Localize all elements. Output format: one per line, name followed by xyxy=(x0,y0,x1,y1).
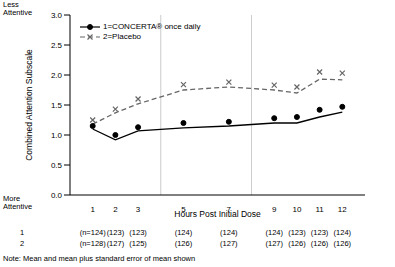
svg-text:1.0: 1.0 xyxy=(51,131,63,140)
svg-text:1.5: 1.5 xyxy=(51,101,63,110)
svg-text:1: 1 xyxy=(90,205,95,214)
svg-text:2: 2 xyxy=(113,205,118,214)
svg-text:12: 12 xyxy=(338,205,347,214)
svg-text:(123): (123) xyxy=(129,228,147,237)
html-text:More: More xyxy=(3,194,21,203)
svg-text:11: 11 xyxy=(315,205,324,214)
svg-text:(127): (127) xyxy=(265,239,283,248)
svg-text:3: 3 xyxy=(136,205,141,214)
svg-text:(123): (123) xyxy=(107,228,125,237)
svg-text:9: 9 xyxy=(272,205,277,214)
html-text:2=Placebo: 2=Placebo xyxy=(103,32,141,41)
html-text:Less: Less xyxy=(3,0,19,9)
svg-text:(124): (124) xyxy=(220,228,238,237)
svg-text:0.0: 0.0 xyxy=(51,191,63,200)
svg-text:(124): (124) xyxy=(265,228,283,237)
svg-text:2: 2 xyxy=(20,239,24,248)
svg-text:(125): (125) xyxy=(129,239,147,248)
svg-text:(126): (126) xyxy=(334,239,352,248)
html-text:Attentive: Attentive xyxy=(3,202,33,211)
svg-text:(124): (124) xyxy=(175,228,193,237)
svg-text:Hours Post Initial Dose: Hours Post Initial Dose xyxy=(174,209,261,219)
svg-text:(127): (127) xyxy=(107,239,125,248)
svg-text:(127): (127) xyxy=(220,239,238,248)
svg-text:10: 10 xyxy=(292,205,301,214)
svg-text:(126): (126) xyxy=(175,239,193,248)
svg-text:1: 1 xyxy=(20,228,24,237)
svg-text:0.5: 0.5 xyxy=(51,161,63,170)
svg-text:Combined Attention Subscale: Combined Attention Subscale xyxy=(24,49,34,161)
svg-text:(n=124): (n=124) xyxy=(80,228,107,237)
svg-text:(124): (124) xyxy=(334,228,352,237)
html-text:1=CONCERTA® once daily: 1=CONCERTA® once daily xyxy=(103,22,201,31)
svg-text:3.0: 3.0 xyxy=(51,11,63,20)
html-text:Attentive: Attentive xyxy=(3,8,33,17)
html-text:Note: Mean and mean plus stand: Note: Mean and mean plus standard error … xyxy=(3,254,196,263)
svg-text:2.5: 2.5 xyxy=(51,41,63,50)
svg-text:(n=128): (n=128) xyxy=(80,239,107,248)
svg-text:(123): (123) xyxy=(311,228,329,237)
svg-text:(126): (126) xyxy=(288,239,306,248)
svg-text:(123): (123) xyxy=(288,228,306,237)
svg-text:2.0: 2.0 xyxy=(51,71,63,80)
svg-text:(126): (126) xyxy=(311,239,329,248)
